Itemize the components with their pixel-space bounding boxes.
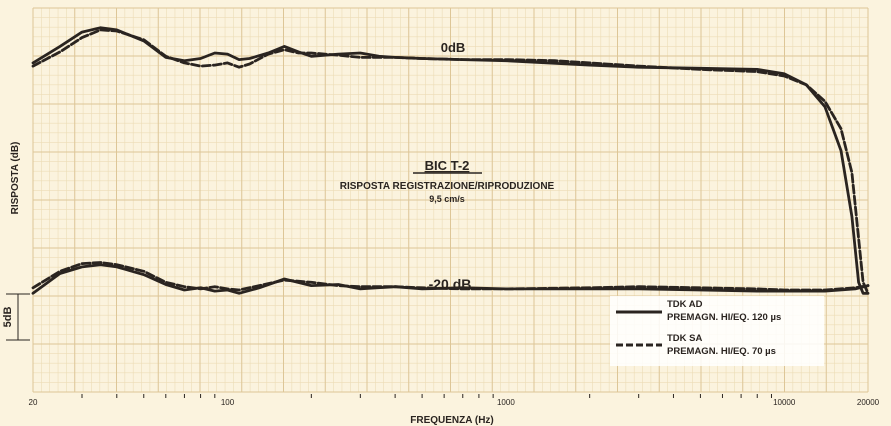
chart-speed: 9,5 cm/s [429,194,465,204]
legend-detail-sa: PREMAGN. HI/EQ. 70 µs [667,346,776,357]
x-tick-label: 20 [29,398,38,407]
legend-name-ad: TDK AD [667,299,703,310]
series-line-tdk-sa-level-1 [31,261,870,292]
x-tick-label: 100 [221,398,235,407]
scale-bar-label: 5dB [2,307,14,328]
legend: TDK AD PREMAGN. HI/EQ. 120 µs TDK SA PRE… [610,296,824,366]
x-axis-label: FREQUENZA (Hz) [410,415,494,426]
y-axis-label: RISPOSTA (dB) [10,142,21,215]
legend-name-sa: TDK SA [667,333,703,344]
chart-title: BIC T-2 [425,158,470,173]
series-line-tdk-ad-level-1 [31,263,870,295]
series-line-tdk-sa-level-0 [31,28,870,295]
scale-bar: 5dB [2,293,30,341]
chart-subtitle: RISPOSTA REGISTRAZIONE/RIPRODUZIONE [340,181,555,192]
x-tick-labels: 20 100 1000 10000 20000 [29,394,880,407]
x-tick-label: 1000 [497,398,515,407]
x-tick-label: 20000 [857,398,880,407]
legend-detail-ad: PREMAGN. HI/EQ. 120 µs [667,312,781,323]
annotation-0db: 0dB [441,40,466,55]
x-tick-label: 10000 [773,398,796,407]
annotation-minus20db: -20 dB [429,276,472,292]
response-curves [31,26,870,295]
legend-background [610,296,824,366]
